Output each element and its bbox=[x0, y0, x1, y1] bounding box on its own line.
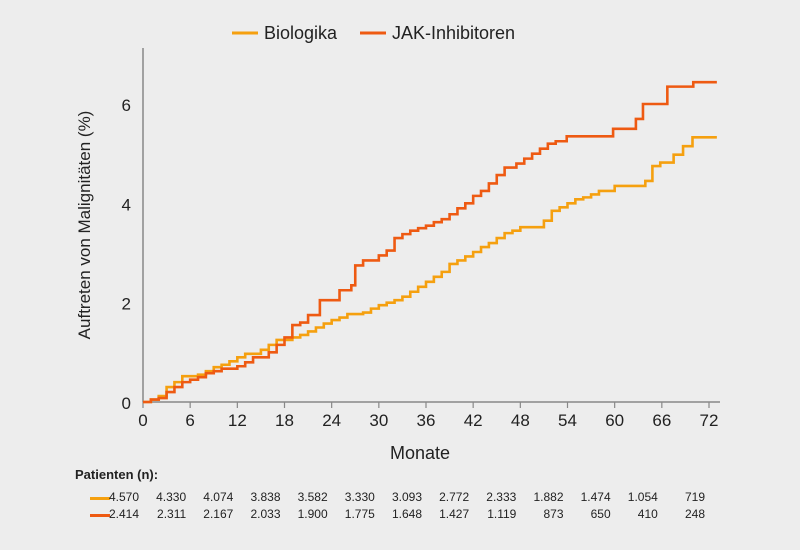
patients-count: 4.074 bbox=[203, 490, 234, 504]
patients-count: 3.093 bbox=[391, 490, 422, 504]
patients-row-swatch bbox=[90, 514, 110, 517]
y-tick-label: 4 bbox=[122, 195, 131, 214]
patients-count: 4.570 bbox=[108, 490, 139, 504]
legend-label-jak: JAK-Inhibitoren bbox=[392, 23, 515, 43]
patients-count: 2.772 bbox=[439, 490, 470, 504]
x-tick-label: 18 bbox=[275, 411, 294, 430]
patients-count: 4.330 bbox=[156, 490, 187, 504]
patients-count: 1.427 bbox=[439, 507, 470, 521]
patients-count: 2.333 bbox=[486, 490, 517, 504]
series-line-jak-inhibitoren bbox=[143, 80, 717, 404]
x-tick-label: 48 bbox=[511, 411, 530, 430]
y-axis-label: Auftreten von Malignitäten (%) bbox=[75, 111, 94, 340]
patients-count: 719 bbox=[684, 490, 705, 504]
x-tick-label: 66 bbox=[652, 411, 671, 430]
patients-count: 1.882 bbox=[533, 490, 564, 504]
x-tick-label: 12 bbox=[228, 411, 247, 430]
legend-label-biologika: Biologika bbox=[264, 23, 338, 43]
patients-count: 2.311 bbox=[157, 507, 187, 521]
x-tick-label: 54 bbox=[558, 411, 577, 430]
patients-count: 873 bbox=[543, 507, 564, 521]
y-tick-label: 0 bbox=[122, 394, 131, 413]
y-tick-label: 2 bbox=[122, 295, 131, 314]
patients-count: 3.838 bbox=[250, 490, 281, 504]
x-tick-label: 60 bbox=[605, 411, 624, 430]
x-tick-label: 30 bbox=[369, 411, 388, 430]
x-axis-label: Monate bbox=[390, 443, 450, 460]
patients-count: 1.474 bbox=[580, 490, 611, 504]
patients-count: 1.054 bbox=[627, 490, 658, 504]
patients-row-swatch bbox=[90, 497, 110, 500]
patients-count: 1.119 bbox=[487, 507, 517, 521]
legend: Biologika JAK-Inhibitoren bbox=[232, 23, 515, 43]
patients-count: 1.775 bbox=[344, 507, 375, 521]
patients-count: 1.648 bbox=[391, 507, 422, 521]
patients-count: 2.033 bbox=[250, 507, 281, 521]
x-tick-label: 0 bbox=[138, 411, 147, 430]
x-tick-label: 36 bbox=[417, 411, 436, 430]
patients-count: 2.414 bbox=[108, 507, 139, 521]
patients-table-title: Patienten (n): bbox=[75, 467, 159, 482]
patients-count: 410 bbox=[637, 507, 658, 521]
km-chart: Biologika JAK-Inhibitoren 0 6 12 18 24 30 36 42… bbox=[75, 23, 720, 460]
patients-count: 1.900 bbox=[297, 507, 328, 521]
patients-count: 650 bbox=[590, 507, 611, 521]
patients-count: 2.167 bbox=[203, 507, 234, 521]
x-tick-label: 42 bbox=[464, 411, 483, 430]
x-tick-label: 24 bbox=[322, 411, 341, 430]
patients-count: 3.582 bbox=[297, 490, 328, 504]
x-tick-label: 72 bbox=[700, 411, 719, 430]
y-tick-label: 6 bbox=[122, 96, 131, 115]
series-line-biologika bbox=[143, 135, 717, 404]
patients-count: 248 bbox=[684, 507, 705, 521]
x-tick-label: 6 bbox=[185, 411, 194, 430]
patients-count: 3.330 bbox=[344, 490, 375, 504]
